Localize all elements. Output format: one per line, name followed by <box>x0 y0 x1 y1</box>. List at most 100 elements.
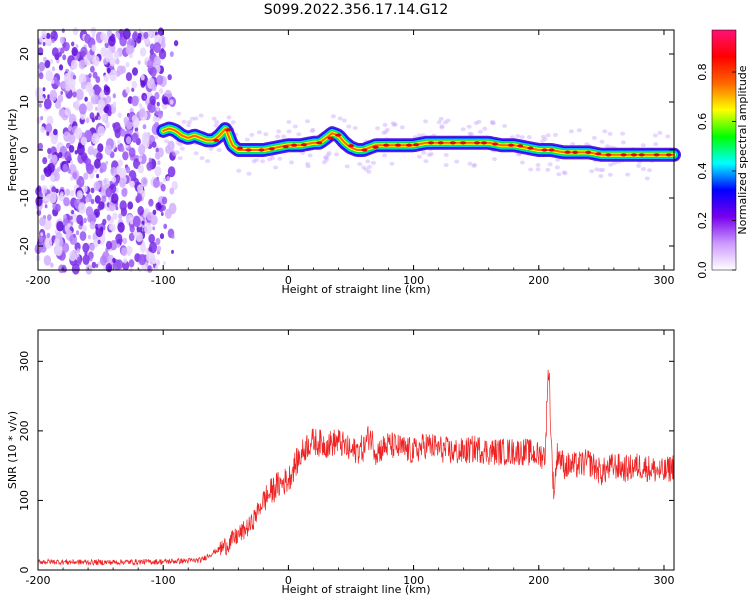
spectrogram-noise-cell <box>148 198 154 207</box>
spectrogram-noise-cell <box>89 257 93 262</box>
spectrogram-noise-cell <box>72 75 77 80</box>
spectrogram-noise-cell <box>584 142 590 147</box>
spectrogram-noise-cell <box>105 240 113 250</box>
spectrogram-ridge-peak <box>527 146 534 150</box>
spectrogram-noise-cell <box>85 117 90 124</box>
snr-point <box>513 451 514 452</box>
snr-point <box>548 361 549 362</box>
spectrogram-noise-cell <box>62 163 68 173</box>
spectrogram-noise-cell <box>607 131 613 136</box>
spectrogram-noise-cell <box>46 115 54 126</box>
spectrogram-noise-cell <box>236 168 242 173</box>
spectrogram-ridge-peak <box>258 148 265 152</box>
spectrogram-noise-cell <box>176 111 182 116</box>
spectrogram-noise-cell <box>108 201 116 212</box>
snr-point <box>250 524 251 525</box>
spectrogram-noise-cell <box>168 202 177 215</box>
colorbar-gradient <box>711 29 737 271</box>
spectrogram-noise-cell <box>570 142 576 147</box>
snr-point <box>413 451 414 452</box>
spectrogram-noise-cell <box>158 88 164 94</box>
spectrogram-noise-cell <box>186 123 191 128</box>
spectrogram-noise-cell <box>156 101 160 107</box>
spectrogram-noise-cell <box>307 153 313 158</box>
spectrogram-noise-cell <box>47 147 52 155</box>
spectrogram-noise-cell <box>179 146 185 151</box>
spectrogram-noise-cell <box>80 136 87 146</box>
spectrogram-noise-cell <box>205 159 211 164</box>
spectrogram-noise-cell <box>653 142 659 147</box>
spectrogram-ridge-peak <box>595 152 602 156</box>
spectrogram-noise-cell <box>416 133 422 138</box>
spectrogram-noise-cell <box>91 44 97 52</box>
spectrogram-noise-cell <box>125 72 133 82</box>
snr-point <box>351 451 352 452</box>
spectrogram-noise-cell <box>117 140 121 145</box>
spectrogram-noise-cell <box>117 222 125 233</box>
spectrogram-noise-cell <box>389 161 395 166</box>
spectrogram-ridge-peak <box>327 136 334 140</box>
spectrogram-noise-cell <box>125 136 132 145</box>
spectrogram-ridge-peak <box>620 153 627 157</box>
colorbar: 0.0 0.2 0.4 0.6 0.8 Normalized spectral ampl… <box>696 29 749 279</box>
spectrogram-noise-cell <box>40 232 44 237</box>
spectrogram-noise-cell <box>330 114 336 119</box>
spectrogram-noise-cell <box>132 67 138 76</box>
spectrogram-noise-cell <box>251 159 257 164</box>
spectrogram-noise-cell <box>115 58 120 65</box>
spectrogram-noise-cell <box>45 123 53 134</box>
spectrogram-noise-cell <box>137 206 144 216</box>
spectrogram-noise-cell <box>38 72 44 80</box>
spectrogram-noise-cell <box>598 174 604 179</box>
spectrogram-noise-cell <box>226 115 232 120</box>
spectrogram-noise-cell <box>94 115 99 121</box>
spectrogram-noise-cell <box>120 146 125 153</box>
spectrogram-noise-cell <box>108 35 116 47</box>
spectrogram-xtick-label: -200 <box>26 274 51 287</box>
spectrogram-noise-cell <box>75 44 79 49</box>
spectrogram-noise-cell <box>594 167 600 172</box>
spectrogram-noise-cell <box>151 98 156 106</box>
spectrogram-noise-cell <box>612 161 618 165</box>
snr-point <box>200 560 201 561</box>
spectrogram-noise-cell <box>49 132 53 138</box>
spectrogram-noise-cell <box>154 151 161 160</box>
snr-xtick-label: -200 <box>26 574 51 587</box>
spectrogram-noise-cell <box>138 254 147 266</box>
spectrogram-noise-cell <box>213 123 219 128</box>
spectrogram-noise-cell <box>55 188 59 194</box>
spectrogram-noise-cell <box>120 207 127 217</box>
spectrogram-noise-cell <box>67 168 71 174</box>
snr-point <box>238 535 239 536</box>
spectrogram-noise-cell <box>97 223 101 229</box>
spectrogram-noise-cell <box>64 82 72 92</box>
snr-point <box>313 441 314 442</box>
spectrogram-noise-cell <box>214 120 220 124</box>
spectrogram-noise-cell <box>155 134 159 140</box>
spectrogram-noise-cell <box>35 87 43 99</box>
spectrogram-noise-cell <box>46 232 51 239</box>
spectrogram-noise-cell <box>138 156 142 163</box>
spectrogram-noise-cell <box>138 144 146 155</box>
spectrogram-ridge-peak <box>225 128 232 132</box>
spectrogram-ytick-label: 20 <box>18 47 31 61</box>
spectrogram-noise-cell <box>72 27 79 36</box>
spectrogram-ytick-label: -20 <box>18 237 31 255</box>
spectrogram-noise-cell <box>148 157 152 163</box>
spectrogram-noise-cell <box>115 165 122 175</box>
spectrogram-noise-cell <box>107 254 115 265</box>
spectrogram-ridge-peak <box>282 145 289 149</box>
spectrogram-noise-cell <box>107 109 112 117</box>
spectrogram-noise-cell <box>143 31 149 39</box>
snr-point <box>488 451 489 452</box>
spectrogram-noise-cell <box>323 157 329 162</box>
snr-point <box>553 493 554 494</box>
spectrogram-noise-cell <box>64 151 72 162</box>
spectrogram-noise-cell <box>73 233 76 238</box>
snr-point <box>588 462 589 463</box>
spectrogram-noise-cell <box>99 91 105 99</box>
spectrogram-noise-cell <box>61 28 65 33</box>
spectrogram-noise-cell <box>92 55 100 67</box>
spectrogram-noise-cell <box>123 28 131 40</box>
